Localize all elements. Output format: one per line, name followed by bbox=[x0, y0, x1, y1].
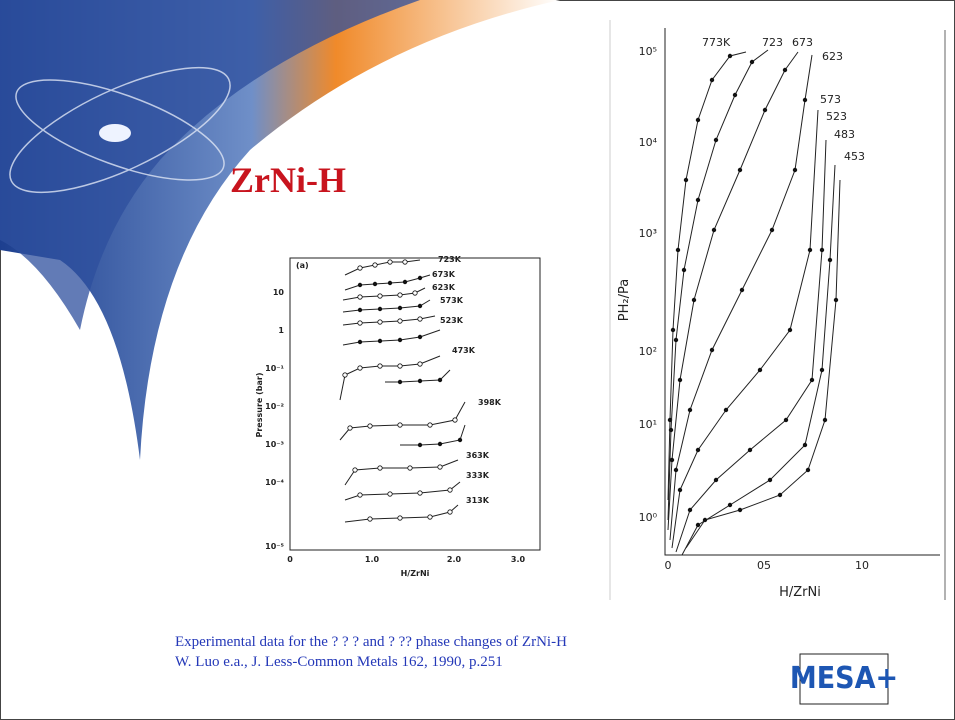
x-tick-label: 2.0 bbox=[447, 555, 462, 564]
header-swoosh-blue bbox=[0, 0, 420, 330]
curve bbox=[342, 329, 441, 346]
curve-label: 673K bbox=[432, 270, 456, 279]
curve-label: 363K bbox=[466, 451, 490, 460]
y-tick-label: 10⁻⁵ bbox=[265, 542, 284, 551]
curve bbox=[339, 401, 466, 441]
atom-orbits bbox=[9, 66, 231, 194]
panel-label: (a) bbox=[296, 261, 309, 270]
curve bbox=[344, 274, 431, 291]
curve-label: 573K bbox=[440, 296, 464, 305]
caption-line: W. Luo e.a., J. Less-Common Metals 162, … bbox=[175, 654, 503, 670]
x-tick-label: 10 bbox=[855, 559, 869, 572]
curve-label: 623K bbox=[432, 283, 456, 292]
y-tick-label: 10⁴ bbox=[639, 136, 658, 149]
curve bbox=[344, 504, 459, 523]
curve bbox=[685, 179, 841, 549]
y-tick-label: 10⁻² bbox=[265, 402, 284, 411]
curve-label: 723 bbox=[762, 36, 783, 49]
caption: Experimental data for the ? ? ? and ? ??… bbox=[175, 634, 567, 670]
x-axis-label: H/ZrNi bbox=[401, 569, 430, 578]
curve-label: 723K bbox=[438, 255, 462, 264]
y-tick-label: 10⁻¹ bbox=[265, 364, 284, 373]
curve bbox=[400, 424, 466, 448]
y-tick-label: 1 bbox=[278, 326, 284, 335]
x-tick-label: 05 bbox=[757, 559, 771, 572]
y-tick-label: 10 bbox=[273, 288, 285, 297]
figure-right: 10⁵ 10⁴ 10³ 10² 10¹ 10⁰ 0 05 10 H/ZrNi P… bbox=[617, 28, 940, 600]
curve-label: 483 bbox=[834, 128, 855, 141]
plot-frame bbox=[289, 257, 541, 551]
caption-line: Experimental data for the ? ? ? and ? ??… bbox=[175, 634, 567, 650]
curve-label: 523 bbox=[826, 110, 847, 123]
curve-label: 398K bbox=[478, 398, 502, 407]
y-tick-label: 10⁵ bbox=[639, 45, 657, 58]
figure-left: (a) 10 1 10⁻¹ 10⁻² 10⁻³ 10⁻⁴ 10⁻⁵ 0 1.0 … bbox=[255, 255, 541, 578]
curve-label: 473K bbox=[452, 346, 476, 355]
y-axis-label: PH₂/Pa bbox=[617, 279, 632, 321]
curve-label: 573 bbox=[820, 93, 841, 106]
curve bbox=[344, 481, 461, 501]
logo-box bbox=[799, 653, 889, 705]
x-tick-label: 1.0 bbox=[365, 555, 380, 564]
plot-axes bbox=[664, 28, 940, 556]
y-axis-label: Pressure (bar) bbox=[255, 373, 264, 438]
y-tick-label: 10² bbox=[639, 345, 657, 358]
curve-label: 773K bbox=[702, 36, 731, 49]
curve bbox=[342, 315, 436, 326]
y-tick-label: 10⁰ bbox=[639, 511, 658, 524]
curve-label: 623 bbox=[822, 50, 843, 63]
atom-core bbox=[99, 124, 131, 142]
curve bbox=[385, 369, 451, 385]
slide-title: ZrNi-H bbox=[230, 160, 346, 200]
curve-label: 453 bbox=[844, 150, 865, 163]
x-tick-label: 3.0 bbox=[511, 555, 526, 564]
y-tick-label: 10⁻³ bbox=[265, 440, 284, 449]
x-tick-label: 0 bbox=[665, 559, 672, 572]
curve-label: 523K bbox=[440, 316, 464, 325]
y-tick-label: 10⁻⁴ bbox=[265, 478, 284, 487]
x-tick-label: 0 bbox=[287, 555, 293, 564]
curve bbox=[342, 287, 426, 301]
curve bbox=[339, 355, 441, 401]
y-tick-label: 10³ bbox=[639, 227, 657, 240]
curve bbox=[342, 299, 431, 313]
curve bbox=[344, 459, 459, 486]
curve-label: 673 bbox=[792, 36, 813, 49]
curve-label: 333K bbox=[466, 471, 490, 480]
y-tick-label: 10¹ bbox=[639, 418, 657, 431]
curve bbox=[344, 259, 421, 276]
logo: MESA+ bbox=[790, 661, 898, 696]
curve-label: 313K bbox=[466, 496, 490, 505]
x-axis-label: H/ZrNi bbox=[779, 585, 821, 600]
